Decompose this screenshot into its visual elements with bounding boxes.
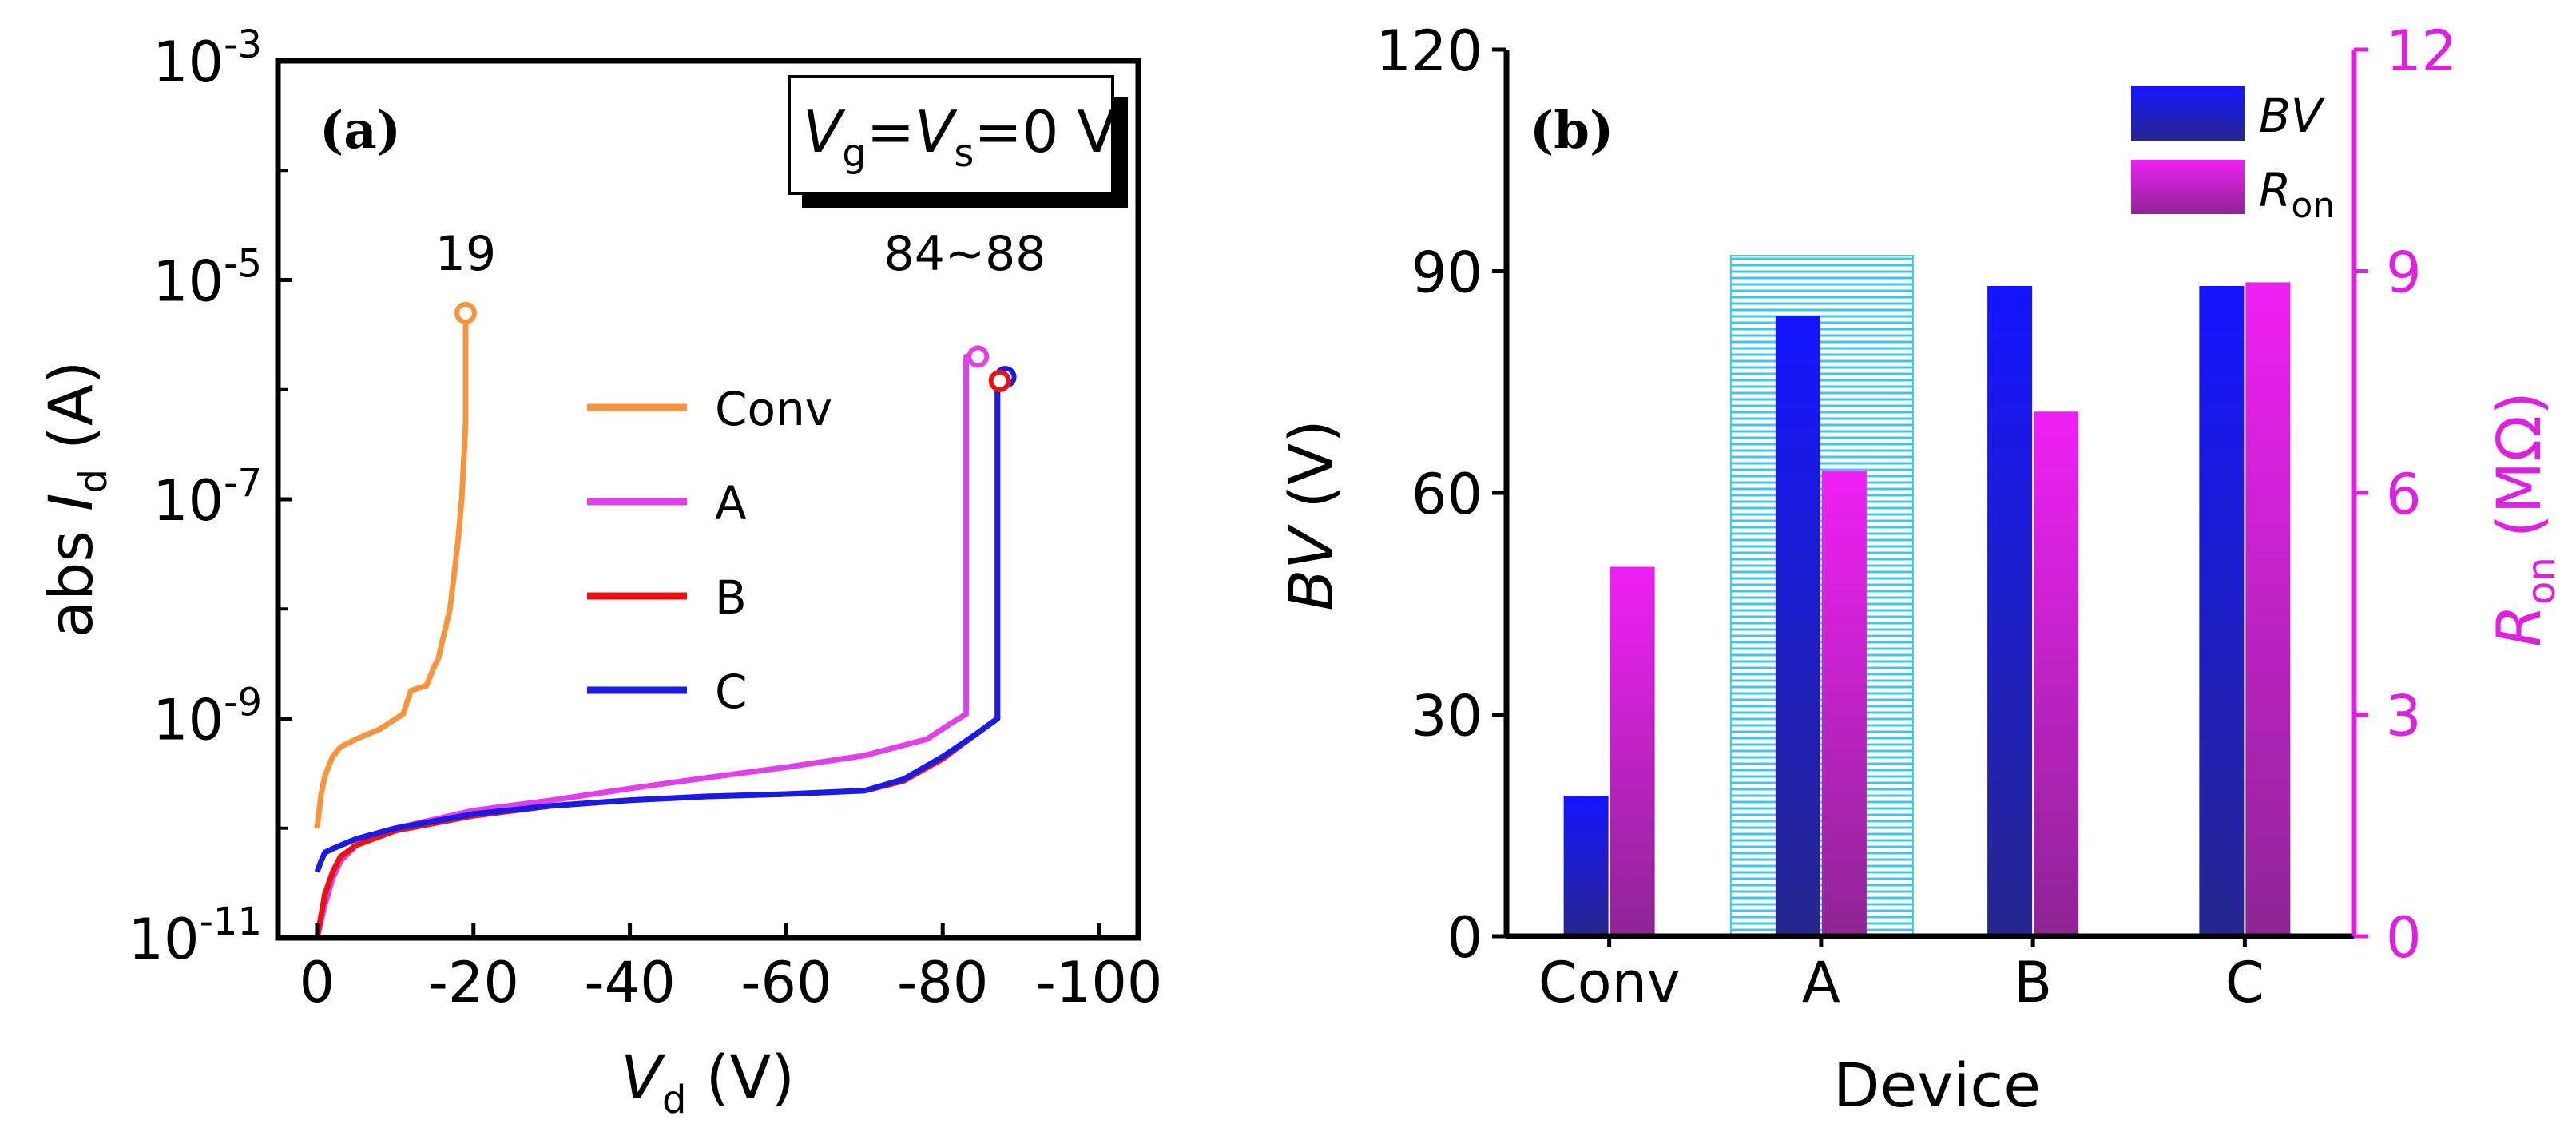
x-axis-label: Device bbox=[1833, 1050, 2041, 1121]
annotation-label: 84~88 bbox=[884, 226, 1046, 282]
bar-bv-conv bbox=[1563, 796, 1609, 936]
cond-sub-1: g bbox=[842, 131, 866, 176]
right-tick-label: 6 bbox=[2386, 462, 2422, 527]
condition-label: Vg=Vs=0 V bbox=[803, 98, 1117, 176]
annotation-label: 19 bbox=[435, 226, 496, 282]
bar-ron-a bbox=[1821, 471, 1867, 936]
legend-label-bv: BV bbox=[2259, 89, 2326, 143]
legend-label-a: A bbox=[715, 476, 747, 530]
x-axis-sub: d bbox=[662, 1078, 686, 1122]
x-tick-label: 0 bbox=[300, 950, 335, 1015]
legend-label-c: C bbox=[715, 665, 748, 719]
category-label: Conv bbox=[1538, 950, 1681, 1015]
x-tick-label: -80 bbox=[897, 950, 988, 1015]
annotation-group: 19 84~88 bbox=[435, 226, 1046, 282]
category-labels: Conv A B C bbox=[1538, 936, 2264, 1015]
left-tick-label: 120 bbox=[1375, 18, 1482, 84]
x-tick-label: -60 bbox=[740, 950, 832, 1015]
left-y-axis-unit: (V) bbox=[1276, 419, 1347, 508]
y-axis-label: abs Id (A) bbox=[35, 361, 116, 638]
y-axis-sub: d bbox=[71, 469, 116, 493]
bar-group bbox=[1563, 282, 2291, 936]
right-y-axis-sub: on bbox=[2519, 557, 2564, 605]
cond-sub-2: s bbox=[954, 131, 974, 176]
legend: Conv ABC bbox=[587, 382, 832, 719]
legend-label-b: B bbox=[715, 570, 747, 625]
breakdown-marker-a bbox=[966, 345, 990, 368]
left-y-axis-var: BV bbox=[1276, 524, 1347, 611]
y-tick-label: 10-3 bbox=[153, 22, 262, 95]
y-tick-label: 10-7 bbox=[153, 461, 262, 534]
bar-ron-c bbox=[2245, 282, 2291, 936]
series-line-a bbox=[314, 353, 978, 939]
x-axis-ticks: 0 -20 -40 -60 -80 -100 bbox=[300, 923, 1163, 1015]
y-axis-var: I bbox=[35, 493, 106, 510]
x-tick-label: -40 bbox=[584, 950, 675, 1015]
line-series-group bbox=[314, 301, 1017, 939]
breakdown-marker-conv bbox=[454, 301, 477, 324]
right-y-axis-unit: (MΩ) bbox=[2483, 391, 2554, 538]
bar-bv-a bbox=[1775, 316, 1820, 936]
right-axis-ticks: 0 3 6 9 12 bbox=[2354, 18, 2457, 971]
x-axis-label: Vd (V) bbox=[621, 1042, 795, 1122]
right-tick-label: 9 bbox=[2386, 240, 2422, 306]
legend-swatch-ron bbox=[2131, 160, 2245, 214]
right-y-axis-label: Ron (MΩ) bbox=[2483, 391, 2564, 647]
line-chart-panel: 0 -20 -40 -60 -80 -100 10-1110-910-710-510-3 … bbox=[35, 22, 1162, 1122]
y-tick-label: 10-5 bbox=[153, 242, 262, 315]
x-axis-unit: (V) bbox=[706, 1042, 795, 1113]
condition-box-border bbox=[788, 75, 1114, 195]
legend-label-conv: Conv bbox=[715, 382, 832, 436]
cond-var-1: V bbox=[803, 98, 846, 165]
left-tick-label: 30 bbox=[1411, 684, 1482, 749]
y-axis-ticks: 10-11 10-9 10-7 10-5 10-3 bbox=[129, 22, 292, 972]
y-tick-label: 10-11 bbox=[129, 900, 262, 972]
right-tick-label: 12 bbox=[2386, 18, 2457, 84]
x-tick-label: -20 bbox=[428, 950, 519, 1015]
bar-ron-b bbox=[2034, 411, 2079, 936]
left-tick-label: 60 bbox=[1411, 462, 1482, 527]
x-tick-label: -100 bbox=[1036, 950, 1163, 1015]
bar-bv-b bbox=[1987, 286, 2033, 936]
category-label: A bbox=[1802, 950, 1840, 1015]
legend: BV Ron bbox=[2131, 86, 2335, 226]
legend-swatch-bv bbox=[2131, 86, 2245, 141]
series-line-b bbox=[314, 380, 1001, 939]
category-label: B bbox=[2014, 950, 2052, 1015]
left-axis-ticks: 0 30 60 90 120 bbox=[1375, 18, 1506, 971]
panel-label: (b) bbox=[1530, 101, 1613, 161]
series-line-conv bbox=[314, 312, 469, 829]
left-tick-label: 0 bbox=[1447, 905, 1482, 971]
y-tick-label: 10-9 bbox=[153, 681, 262, 753]
legend-label-ron: Ron bbox=[2259, 163, 2335, 226]
bar-bv-c bbox=[2199, 286, 2245, 936]
cond-rest: =0 V bbox=[974, 98, 1116, 165]
series-line-c bbox=[314, 374, 1006, 873]
y-axis-prefix: abs bbox=[35, 530, 106, 637]
bar-ron-conv bbox=[1610, 566, 1655, 936]
left-tick-label: 90 bbox=[1411, 240, 1482, 306]
panel-label: (a) bbox=[320, 101, 401, 161]
bar-chart-panel: 0 30 60 90 120 0 3 6 9 12 Conv A B C (b) BV Ron Devi… bbox=[1276, 18, 2564, 1121]
breakdown-marker-b bbox=[988, 369, 1011, 392]
left-y-axis-label: BV (V) bbox=[1276, 419, 1347, 611]
right-tick-label: 3 bbox=[2386, 684, 2422, 749]
category-label: C bbox=[2225, 950, 2264, 1015]
cond-var-2: V bbox=[915, 98, 958, 165]
x-axis-var: V bbox=[621, 1042, 666, 1113]
condition-box: Vg=Vs=0 V bbox=[788, 75, 1128, 208]
right-y-axis-var: R bbox=[2483, 605, 2554, 647]
y-axis-unit: (A) bbox=[35, 361, 106, 450]
right-tick-label: 0 bbox=[2386, 905, 2422, 971]
